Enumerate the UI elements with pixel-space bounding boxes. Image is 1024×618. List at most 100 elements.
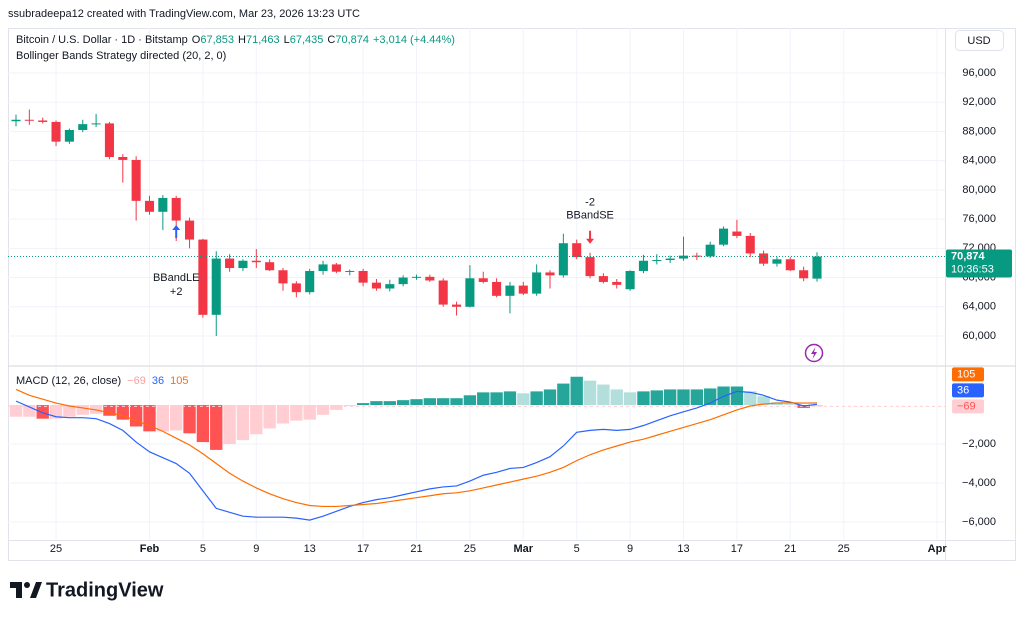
macd-title: MACD (12, 26, close) <box>16 375 121 387</box>
histogram-bar <box>250 405 263 435</box>
candle-body <box>118 157 128 160</box>
histogram-bar <box>690 389 704 406</box>
candle-body <box>291 283 301 293</box>
candle-body <box>719 228 729 245</box>
histogram-bar <box>263 405 276 429</box>
histogram-bar <box>437 398 450 406</box>
candle-body <box>131 159 141 201</box>
candle-body <box>51 121 61 142</box>
histogram-bar <box>477 392 490 406</box>
histogram-bar <box>810 405 824 407</box>
histogram-bar <box>356 403 370 406</box>
candle-body <box>305 270 315 293</box>
logo-dot <box>24 582 30 588</box>
currency-box[interactable] <box>955 30 1004 51</box>
candle-body <box>371 282 381 289</box>
currency-button[interactable]: USD <box>955 30 1004 51</box>
candle-body <box>318 264 328 271</box>
histogram-bar <box>597 384 610 406</box>
histogram-bar <box>330 405 343 410</box>
histogram-bar <box>303 405 316 420</box>
ohlc-value: 67,853 <box>200 34 234 46</box>
candle-body <box>492 281 502 296</box>
histogram-value: −69 <box>127 375 146 387</box>
logo-mark <box>30 582 42 598</box>
x-tick-label: 25 <box>50 543 62 555</box>
histogram-bar <box>290 405 303 421</box>
histogram-bar <box>63 405 76 417</box>
ohlc-key: H <box>238 34 246 46</box>
macd-value: 36 <box>152 375 164 387</box>
candle-body <box>91 123 101 125</box>
histogram-bar <box>423 398 437 406</box>
candle-body <box>438 280 448 305</box>
signal-label: BBandSE <box>566 210 614 222</box>
x-tick-label: 9 <box>627 543 633 555</box>
currency[interactable]: USD <box>967 35 990 47</box>
histogram-bar <box>557 383 570 406</box>
x-tick-label: 13 <box>304 543 316 555</box>
frame <box>8 28 1016 561</box>
candle-body <box>345 270 355 272</box>
candle-body <box>505 285 515 296</box>
candle-body <box>158 197 168 212</box>
candle-body <box>398 277 408 285</box>
candle-body <box>251 260 261 263</box>
y-tick-label: 64,000 <box>962 301 996 313</box>
candle-body <box>24 119 34 121</box>
icon-bolt[interactable] <box>811 347 817 359</box>
signal-size: -2 <box>585 197 595 209</box>
candle-body <box>452 304 462 307</box>
candle-body <box>385 284 395 289</box>
x-tick-label: 21 <box>410 543 422 555</box>
value-box-label: −69 <box>957 400 976 412</box>
histogram-bar <box>156 405 170 432</box>
macd-grid <box>8 367 945 540</box>
ohlc-value: 71,463 <box>246 34 280 46</box>
candle-body <box>64 129 74 142</box>
candle-body <box>78 124 88 130</box>
attribution: ssubradeepa12 created with TradingView.c… <box>8 8 360 20</box>
histogram-bar <box>463 395 477 406</box>
symbol: Bitcoin / U.S. Dollar · 1D · Bitstamp <box>16 34 188 46</box>
candle-body <box>211 258 221 315</box>
candle-body <box>331 264 341 272</box>
ohlc-value: 67,435 <box>290 34 324 46</box>
histogram-bar <box>316 405 330 415</box>
histogram-bar <box>196 405 210 443</box>
histogram-bar <box>170 405 183 431</box>
signal-label: BBandLE <box>153 272 199 284</box>
candle-body <box>799 270 809 279</box>
histogram-bar <box>36 405 49 419</box>
ohlc-key: C <box>327 34 335 46</box>
candle-body <box>705 244 715 257</box>
x-tick-label: Apr <box>928 543 948 555</box>
histogram-bar <box>76 405 89 415</box>
histogram-bar <box>730 386 744 406</box>
x-tick-label: 9 <box>253 543 259 555</box>
macd-line <box>15 388 818 508</box>
alert-icon[interactable] <box>804 343 824 363</box>
x-tick-label: 21 <box>784 543 796 555</box>
histogram-bar <box>383 401 396 406</box>
histogram-bar <box>396 400 410 406</box>
signal-arrow <box>172 225 181 239</box>
signal-size: +2 <box>170 286 183 298</box>
candle-body <box>38 120 48 122</box>
last-price-label: 70,874 <box>951 250 986 262</box>
candle-body <box>532 272 542 294</box>
candle-body <box>144 200 155 212</box>
macd-pane <box>8 376 945 521</box>
y-tick-label: 96,000 <box>962 67 996 79</box>
candle-body <box>745 235 755 254</box>
candle-body <box>358 270 368 283</box>
candle-body <box>812 256 822 279</box>
histogram-bar <box>663 389 677 406</box>
histogram-bar <box>530 391 543 406</box>
histogram-bar <box>517 393 530 406</box>
last-price-box <box>946 249 1012 278</box>
legend-line: Bitcoin / U.S. Dollar · 1D · Bitstamp O67… <box>16 34 455 46</box>
candle-body <box>465 278 475 307</box>
